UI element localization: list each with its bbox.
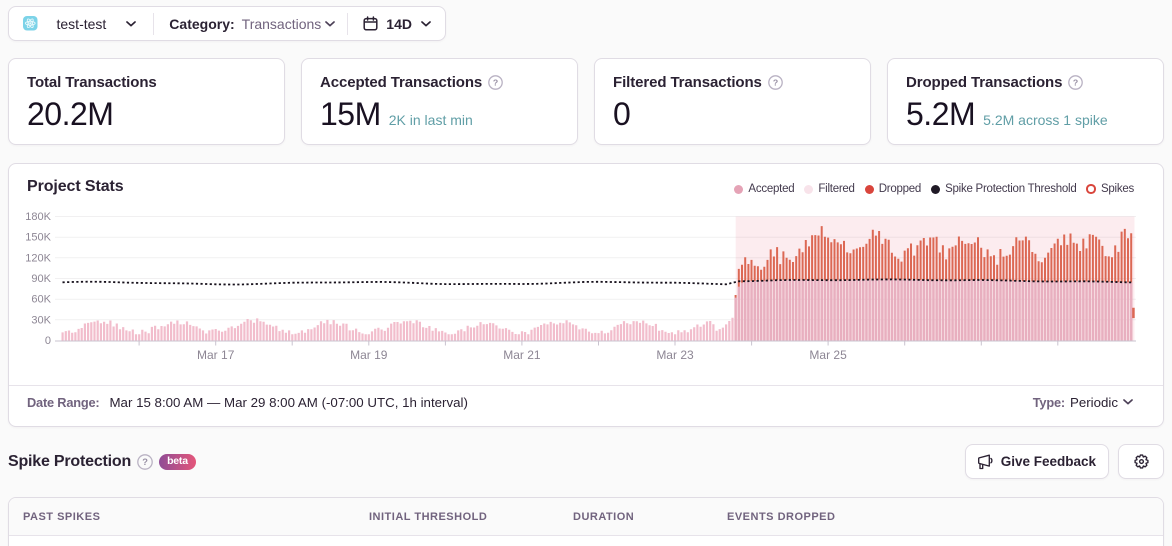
svg-text:?: ? (493, 78, 498, 88)
svg-text:Mar 25: Mar 25 (809, 348, 847, 362)
svg-text:120K: 120K (25, 252, 51, 264)
svg-text:?: ? (773, 78, 778, 88)
svg-text:90K: 90K (31, 273, 51, 285)
svg-text:Mar 21: Mar 21 (503, 348, 541, 362)
svg-text:?: ? (142, 457, 148, 467)
svg-text:Mar 19: Mar 19 (350, 348, 388, 362)
svg-text:?: ? (1073, 78, 1078, 88)
svg-text:180K: 180K (25, 211, 51, 223)
svg-text:60K: 60K (31, 294, 51, 306)
svg-text:30K: 30K (31, 314, 51, 326)
svg-text:150K: 150K (25, 232, 51, 244)
svg-text:Mar 23: Mar 23 (656, 348, 694, 362)
svg-text:0: 0 (45, 335, 51, 347)
svg-text:Mar 17: Mar 17 (197, 348, 235, 362)
